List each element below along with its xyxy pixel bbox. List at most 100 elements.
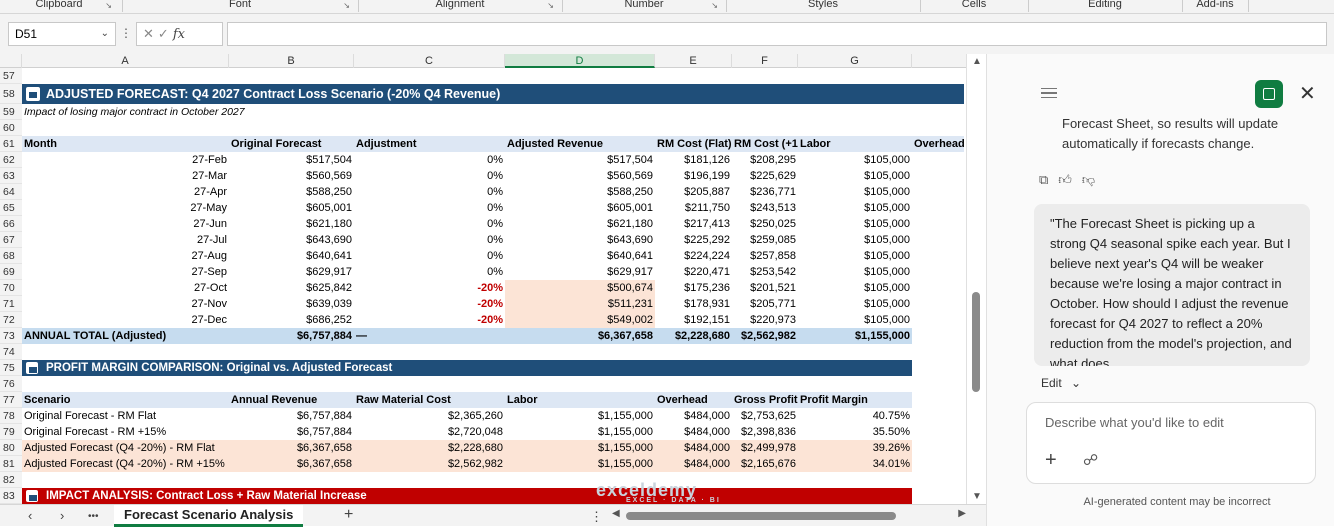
row-header[interactable]: 63 [0, 168, 22, 184]
cell-adj[interactable]: 0% [487, 170, 503, 182]
total-adjustment[interactable]: — [356, 330, 367, 342]
attach-icon[interactable]: ☍ [1083, 452, 1099, 469]
cell-plus[interactable]: $220,973 [750, 314, 796, 326]
row-header[interactable]: 77 [0, 392, 22, 408]
row-header[interactable]: 81 [0, 456, 22, 472]
menu-icon[interactable] [1041, 88, 1057, 98]
cell-month[interactable]: 27-May [190, 202, 227, 214]
cell-oh[interactable]: $484,000 [684, 426, 730, 438]
cell-labor[interactable]: $1,155,000 [597, 410, 653, 422]
cell-adj[interactable]: -20% [477, 282, 503, 294]
sheet-tab-active[interactable]: Forecast Scenario Analysis [114, 505, 304, 527]
row-header[interactable]: 58 [0, 84, 22, 104]
cell-orig[interactable]: $605,001 [306, 202, 352, 214]
column-header-c[interactable]: C [354, 54, 505, 68]
cell-adj[interactable]: 0% [487, 154, 503, 166]
total-label[interactable]: ANNUAL TOTAL (Adjusted) [24, 330, 167, 342]
row-header[interactable]: 60 [0, 120, 22, 136]
cell-labor[interactable]: $105,000 [864, 266, 910, 278]
cell-adjrev[interactable]: $560,569 [607, 170, 653, 182]
cell-orig[interactable]: $639,039 [306, 298, 352, 310]
cell-adj[interactable]: 0% [487, 234, 503, 246]
header-labor[interactable]: Labor [800, 138, 831, 150]
total-original[interactable]: $6,757,884 [296, 330, 352, 342]
chevron-down-icon[interactable]: ⌄ [100, 28, 109, 39]
cell-adjrev[interactable]: $605,001 [607, 202, 653, 214]
cancel-icon[interactable]: ✕ [143, 26, 158, 41]
row-header[interactable]: 76 [0, 376, 22, 392]
cell-month[interactable]: 27-Dec [191, 314, 227, 326]
cell-flat[interactable]: $192,151 [684, 314, 730, 326]
cell-plus[interactable]: $257,858 [750, 250, 796, 262]
cell-orig[interactable]: $621,180 [306, 218, 352, 230]
cell-adjrev[interactable]: $517,504 [607, 154, 653, 166]
row-header[interactable]: 67 [0, 232, 22, 248]
horizontal-scrollbar[interactable]: ◀ ▶ [612, 508, 966, 521]
more-options-icon[interactable]: ⋮ [120, 26, 132, 40]
cell-labor[interactable]: $105,000 [864, 298, 910, 310]
row-header[interactable]: 82 [0, 472, 22, 488]
total-rm-flat[interactable]: $2,228,680 [674, 330, 730, 342]
cell-orig[interactable]: $560,569 [306, 170, 352, 182]
cell-oh[interactable]: $484,000 [684, 442, 730, 454]
row-header[interactable]: 66 [0, 216, 22, 232]
row-header[interactable]: 78 [0, 408, 22, 424]
cell-plus[interactable]: $236,771 [750, 186, 796, 198]
cell-adj[interactable]: 0% [487, 186, 503, 198]
row-header[interactable]: 80 [0, 440, 22, 456]
add-sheet-icon[interactable]: + [344, 506, 354, 523]
more-sheets-icon[interactable]: ••• [88, 511, 99, 522]
column-header-a[interactable]: A [22, 54, 229, 68]
cell-labor[interactable]: $105,000 [864, 282, 910, 294]
cell-orig[interactable]: $643,690 [306, 234, 352, 246]
cell-flat[interactable]: $225,292 [684, 234, 730, 246]
cell-plus[interactable]: $250,025 [750, 218, 796, 230]
ribbon-group-alignment[interactable]: Alignment ↘ [360, 0, 560, 11]
cell-plus[interactable]: $208,295 [750, 154, 796, 166]
row-header[interactable]: 62 [0, 152, 22, 168]
cell-scenario[interactable]: Original Forecast - RM Flat [24, 410, 157, 422]
enter-icon[interactable]: ✓ [157, 26, 173, 41]
cell-adjrev[interactable]: $629,917 [607, 266, 653, 278]
cell-plus[interactable]: $225,629 [750, 170, 796, 182]
row-header[interactable]: 71 [0, 296, 22, 312]
cell-plus[interactable]: $243,513 [750, 202, 796, 214]
header-adjusted-revenue[interactable]: Adjusted Revenue [507, 138, 603, 150]
cell-labor[interactable]: $105,000 [864, 202, 910, 214]
cell-plus[interactable]: $259,085 [750, 234, 796, 246]
ribbon-group-font[interactable]: Font ↘ [124, 0, 356, 11]
more-options-icon[interactable]: ⋮ [590, 509, 603, 524]
cell-rev[interactable]: $6,367,658 [296, 458, 352, 470]
cell-scenario[interactable]: Original Forecast - RM +15% [24, 426, 167, 438]
header-rm-cost-flat[interactable]: RM Cost (Flat) [657, 138, 732, 150]
cell-pm[interactable]: 35.50% [872, 426, 910, 438]
cell-gp[interactable]: $2,398,836 [740, 426, 796, 438]
cell-month[interactable]: 27-Feb [192, 154, 227, 166]
prompt-input-box[interactable]: Describe what you'd like to edit + ☍ [1026, 402, 1316, 484]
cell-flat[interactable]: $211,750 [684, 202, 730, 214]
row-header[interactable]: 57 [0, 68, 22, 84]
cell-month[interactable]: 27-Oct [193, 282, 227, 294]
select-all[interactable] [0, 54, 22, 68]
cell-rm[interactable]: $2,720,048 [447, 426, 503, 438]
cell-rev[interactable]: $6,757,884 [296, 426, 352, 438]
dialog-launcher-icon[interactable]: ↘ [711, 1, 718, 10]
cell-month[interactable]: 27-Sep [191, 266, 227, 278]
cell-adjrev[interactable]: $511,231 [505, 296, 655, 312]
cell-pm[interactable]: 34.01% [872, 458, 910, 470]
cell-month[interactable]: 27-Nov [191, 298, 227, 310]
scroll-right-icon[interactable]: ▶ [958, 508, 966, 519]
dialog-launcher-icon[interactable]: ↘ [547, 1, 554, 10]
cell-adj[interactable]: 0% [487, 266, 503, 278]
column-header-b[interactable]: B [229, 54, 354, 68]
scroll-thumb[interactable] [972, 292, 980, 392]
cell-labor[interactable]: $105,000 [864, 170, 910, 182]
header-overhead[interactable]: Overhead [657, 394, 708, 406]
row-header[interactable]: 65 [0, 200, 22, 216]
new-chat-icon[interactable] [1255, 80, 1283, 108]
cell-labor[interactable]: $1,155,000 [597, 442, 653, 454]
cell-orig[interactable]: $588,250 [306, 186, 352, 198]
row-header[interactable]: 75 [0, 360, 22, 376]
column-header-d[interactable]: D [505, 54, 655, 68]
header-adjustment[interactable]: Adjustment [356, 138, 417, 150]
